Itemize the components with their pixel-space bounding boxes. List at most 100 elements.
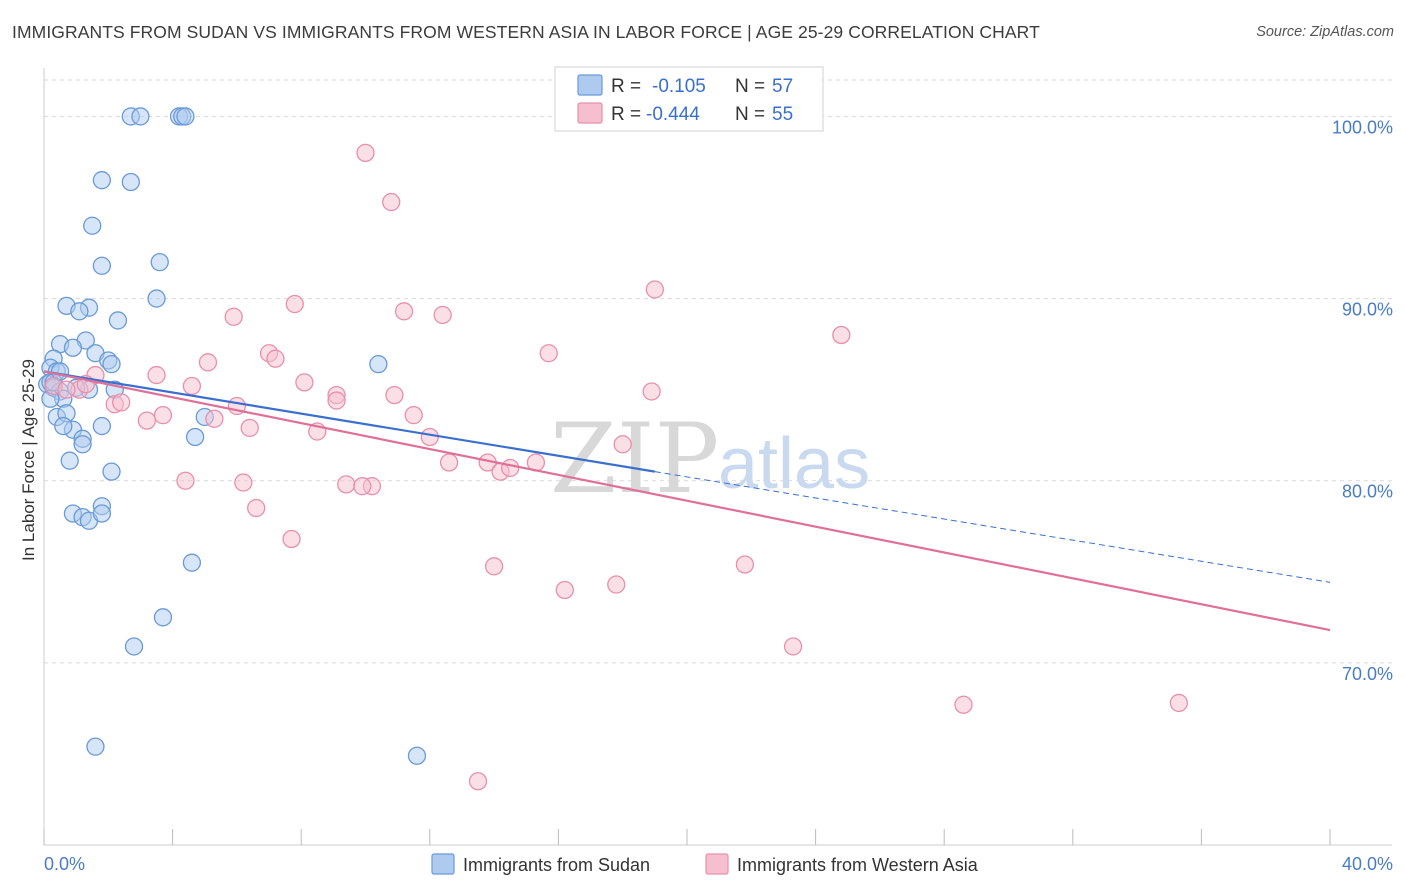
chart-title: IMMIGRANTS FROM SUDAN VS IMMIGRANTS FROM… xyxy=(12,22,1040,42)
stats-legend: R = -0.105 N = 57 R = -0.444 N = 55 xyxy=(554,66,824,132)
wasia-point xyxy=(337,475,356,494)
watermark-atlas: atlas xyxy=(718,424,870,504)
sudan-r-label: R = xyxy=(611,76,641,97)
gridlines xyxy=(44,79,1392,664)
wasia-point xyxy=(112,393,131,412)
sudan-trend-line xyxy=(43,370,656,473)
wasia-point xyxy=(382,192,401,212)
wasia-trend-line xyxy=(43,370,1331,632)
sudan-point xyxy=(102,354,121,374)
wasia-swatch xyxy=(577,102,603,124)
x-tick-label-max: 40.0% xyxy=(1342,854,1393,874)
wasia-point xyxy=(153,405,173,425)
wasia-point xyxy=(642,382,661,401)
wasia-point xyxy=(285,294,304,314)
data-points xyxy=(38,107,1189,791)
sudan-point xyxy=(86,737,105,756)
wasia-point xyxy=(205,409,224,428)
sudan-n-label: N = xyxy=(735,76,765,97)
wasia-point xyxy=(613,435,632,454)
wasia-point xyxy=(356,143,375,163)
wasia-n-label: N = xyxy=(735,104,765,125)
sudan-point xyxy=(182,553,202,572)
sudan-point xyxy=(60,451,79,470)
sudan-swatch xyxy=(577,74,603,96)
wasia-point xyxy=(645,280,664,299)
x-tick-label-min: 0.0% xyxy=(44,854,85,874)
sudan-point xyxy=(54,416,73,436)
sudan-point xyxy=(108,311,128,330)
wasia-point xyxy=(266,349,285,368)
wasia-n-value: 55 xyxy=(772,104,793,125)
legend-sudan-swatch xyxy=(431,853,455,875)
sudan-point xyxy=(70,302,89,321)
wasia-point xyxy=(234,473,253,492)
wasia-point xyxy=(783,637,803,656)
wasia-point xyxy=(484,557,504,576)
wasia-point xyxy=(137,411,157,430)
wasia-point xyxy=(1169,693,1189,713)
y-tick-label-80: 80.0% xyxy=(1342,482,1393,502)
sudan-point xyxy=(102,462,121,481)
source-credit: Source: ZipAtlas.com xyxy=(1256,24,1394,40)
wasia-point xyxy=(385,385,404,405)
sudan-point xyxy=(73,435,92,454)
y-tick-label-70: 70.0% xyxy=(1342,664,1393,684)
wasia-point xyxy=(501,458,520,478)
wasia-point xyxy=(394,302,414,321)
wasia-point xyxy=(404,405,423,425)
y-axis-label: In Labor Force | Age 25-29 xyxy=(19,359,38,561)
sudan-point xyxy=(153,608,173,627)
wasia-point xyxy=(295,373,314,392)
wasia-point xyxy=(735,555,755,574)
sudan-point xyxy=(92,504,112,523)
wasia-point xyxy=(555,580,574,600)
trend-lines xyxy=(43,370,1331,632)
sudan-point xyxy=(131,107,150,126)
sudan-trend-extension xyxy=(654,471,1331,583)
sudan-n-value: 57 xyxy=(772,76,793,97)
watermark: ZIP atlas xyxy=(550,403,870,515)
sudan-point xyxy=(407,746,427,765)
y-tick-label-90: 90.0% xyxy=(1342,300,1393,320)
sudan-point xyxy=(147,289,166,308)
wasia-point xyxy=(224,307,243,326)
wasia-r-label: R = xyxy=(611,104,641,125)
sudan-point xyxy=(185,427,205,447)
sudan-point xyxy=(92,256,112,275)
sudan-point xyxy=(83,216,102,235)
wasia-point xyxy=(282,529,301,549)
legend-wasia-swatch xyxy=(705,853,729,875)
sudan-point xyxy=(176,107,195,126)
wasia-point xyxy=(182,376,202,396)
sudan-point xyxy=(150,252,169,272)
wasia-point xyxy=(176,471,195,490)
legend-sudan-label: Immigrants from Sudan xyxy=(463,855,650,875)
sudan-point xyxy=(124,637,144,656)
wasia-point xyxy=(539,344,558,363)
legend-wasia-label: Immigrants from Western Asia xyxy=(737,855,979,875)
y-tick-label-100: 100.0% xyxy=(1332,117,1393,137)
wasia-point xyxy=(247,498,266,518)
wasia-point xyxy=(954,695,973,714)
wasia-point xyxy=(433,305,452,325)
wasia-point xyxy=(57,380,76,399)
wasia-point xyxy=(607,575,626,594)
wasia-point xyxy=(198,353,218,372)
sudan-point xyxy=(92,171,112,190)
wasia-point xyxy=(147,365,166,385)
sudan-point xyxy=(92,416,112,436)
wasia-point xyxy=(468,772,488,791)
wasia-r-value: -0.444 xyxy=(646,104,700,125)
wasia-point xyxy=(327,391,346,410)
sudan-point xyxy=(63,338,83,357)
axes: 70.0% 80.0% 90.0% 100.0% 0.0% 40.0% xyxy=(43,68,1393,874)
wasia-point xyxy=(240,418,259,438)
sudan-point xyxy=(369,354,388,374)
sudan-r-value: -0.105 xyxy=(652,76,706,97)
series-legend: Immigrants from Sudan Immigrants from We… xyxy=(431,853,979,875)
sudan-point xyxy=(121,172,140,192)
wasia-point xyxy=(353,477,372,496)
wasia-point xyxy=(439,453,459,472)
